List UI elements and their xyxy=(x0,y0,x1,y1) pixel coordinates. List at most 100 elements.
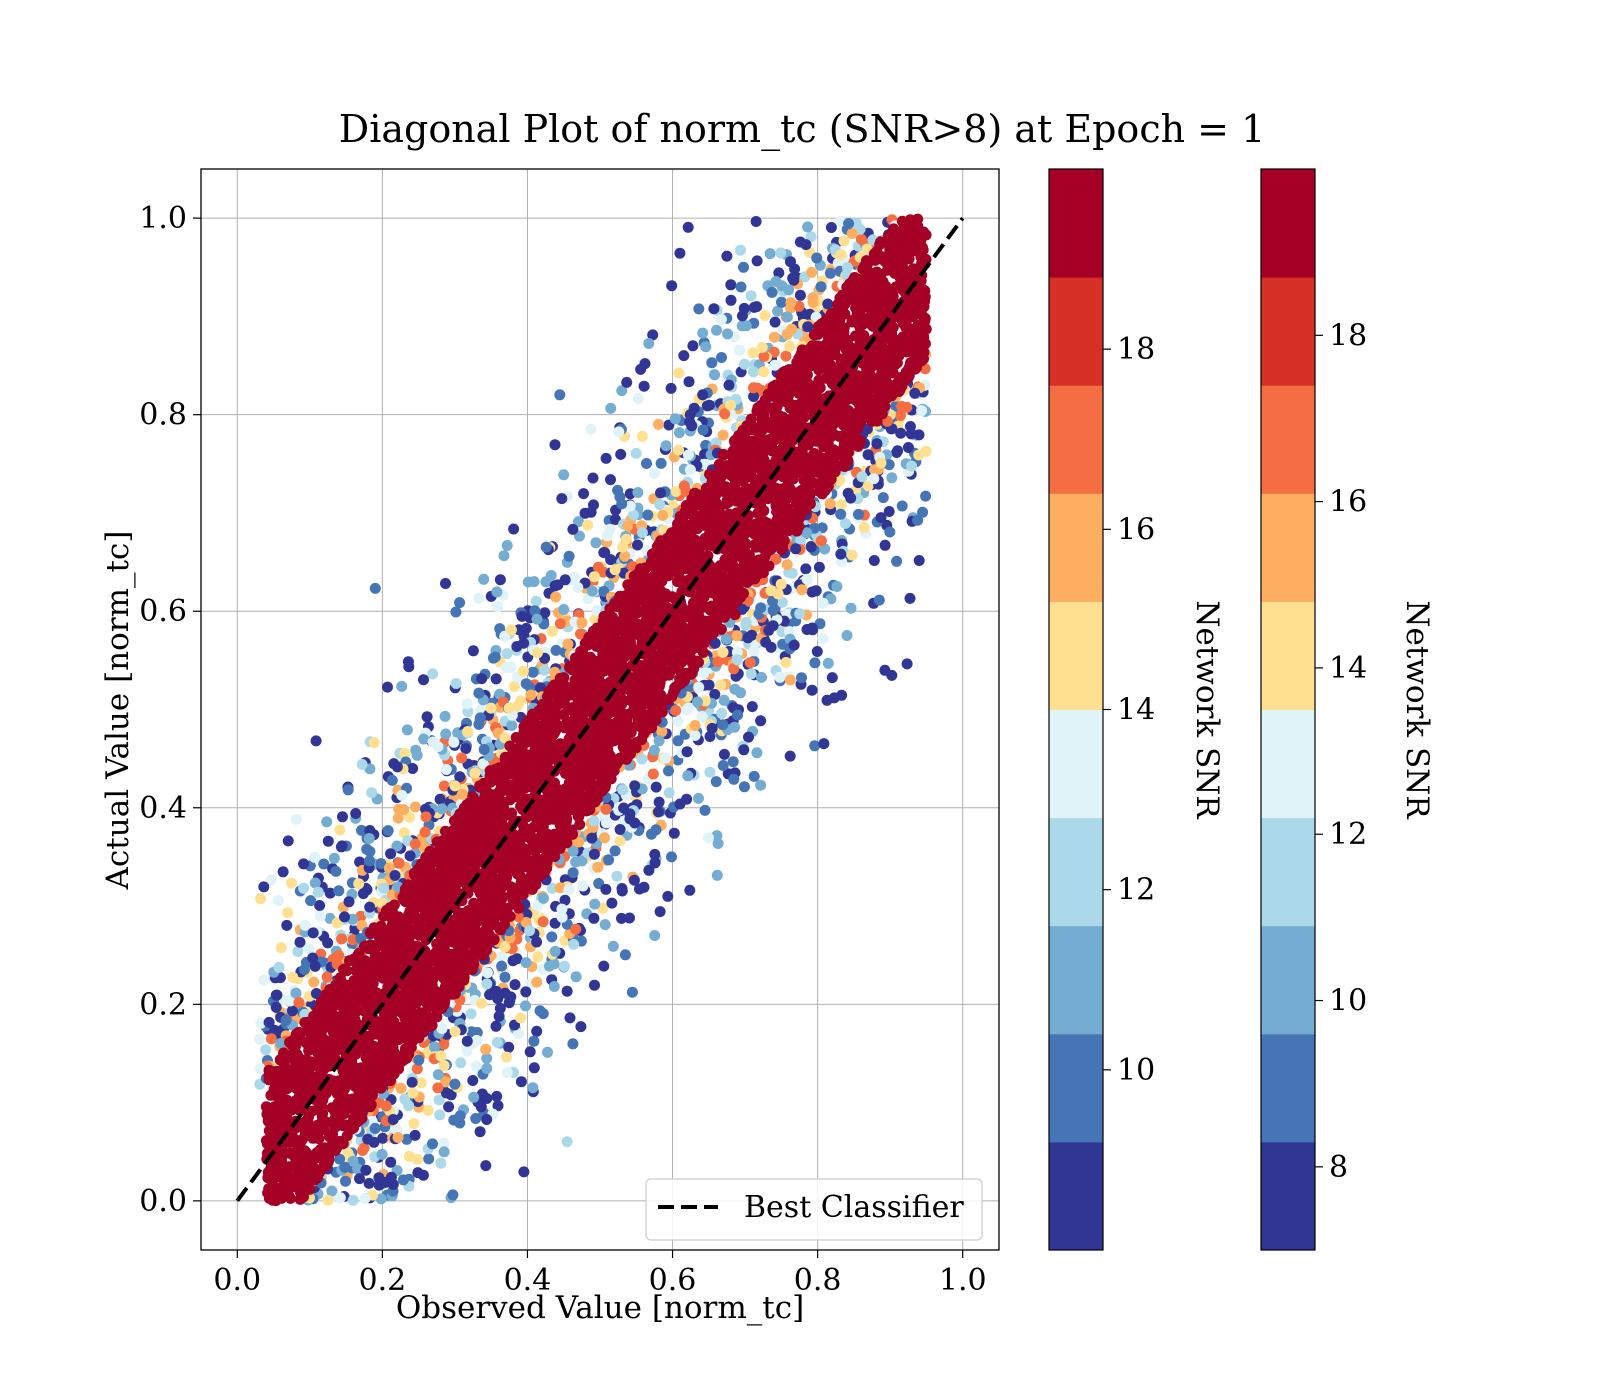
scatter-point xyxy=(686,420,698,432)
scatter-point xyxy=(396,789,408,801)
scatter-point xyxy=(524,1046,536,1058)
scatter-point xyxy=(751,747,763,759)
scatter-point xyxy=(540,541,552,553)
scatter-point xyxy=(913,429,925,441)
scatter-point xyxy=(766,286,778,298)
scatter-point xyxy=(655,487,666,499)
scatter-point xyxy=(570,856,582,868)
scatter-point xyxy=(855,233,867,245)
scatter-point xyxy=(666,851,677,863)
scatter-point xyxy=(336,840,348,852)
scatter-point xyxy=(387,1179,399,1190)
scatter-point xyxy=(755,715,767,727)
scatter-point xyxy=(673,444,685,456)
scatter-point xyxy=(825,222,837,233)
scatter-point xyxy=(822,657,834,669)
scatter-point xyxy=(834,215,846,227)
scatter-point xyxy=(520,1000,531,1012)
scatter-point xyxy=(399,748,411,759)
scatter-point xyxy=(662,890,674,902)
scatter-point xyxy=(432,1082,444,1094)
scatter-point xyxy=(801,573,813,585)
scatter-point xyxy=(448,736,460,748)
scatter-point xyxy=(357,1145,369,1156)
scatter-point xyxy=(331,917,343,929)
scatter-point xyxy=(469,767,481,779)
scatter-point xyxy=(528,1062,540,1074)
scatter-point xyxy=(751,301,763,313)
scatter-point xyxy=(682,702,694,714)
scatter-point xyxy=(538,892,549,904)
scatter-point xyxy=(858,522,870,533)
scatter-point xyxy=(772,305,784,317)
scatter-point xyxy=(549,945,561,957)
scatter-point xyxy=(913,555,925,566)
scatter-point xyxy=(656,726,668,738)
scatter-point xyxy=(636,430,648,442)
scatter-point xyxy=(879,539,891,551)
scatter-point xyxy=(708,303,720,315)
scatter-point xyxy=(709,637,721,649)
scatter-point xyxy=(454,1117,466,1129)
scatter-point xyxy=(639,358,651,370)
scatter-point xyxy=(780,657,792,668)
scatter-point xyxy=(781,559,793,571)
scatter-point xyxy=(475,1101,487,1113)
scatter-point xyxy=(574,530,585,542)
scatter-point xyxy=(773,267,785,279)
scatter-point xyxy=(438,1060,450,1072)
scatter-point xyxy=(647,768,659,780)
scatter-point xyxy=(415,1077,427,1089)
scatter-point xyxy=(527,666,539,678)
scatter-point xyxy=(455,1057,467,1069)
scatter-point xyxy=(487,652,499,664)
scatter-point xyxy=(835,548,847,560)
scatter-point xyxy=(706,722,718,734)
scatter-point xyxy=(756,671,767,683)
scatter-point xyxy=(614,835,626,847)
scatter-point xyxy=(734,344,745,356)
scatter-point xyxy=(386,774,398,786)
scatter-point xyxy=(759,310,771,321)
scatter-point xyxy=(411,1153,423,1165)
scatter-point xyxy=(862,449,874,461)
scatter-point xyxy=(447,1189,459,1201)
scatter-point xyxy=(725,294,737,306)
scatter-point xyxy=(693,792,704,804)
scatter-point xyxy=(411,749,423,761)
scatter-point xyxy=(309,851,321,863)
scatter-point xyxy=(558,469,570,481)
scatter-point xyxy=(689,720,701,731)
scatter-point xyxy=(576,617,588,629)
scatter-point xyxy=(440,1087,452,1099)
scatter-point xyxy=(755,602,767,614)
scatter-point xyxy=(388,758,400,770)
scatter-point xyxy=(800,563,812,575)
scatter-point xyxy=(471,1034,483,1046)
scatter-point xyxy=(784,750,796,762)
scatter-point xyxy=(432,1069,444,1081)
scatter-point xyxy=(440,578,451,589)
scatter-point xyxy=(354,1173,365,1185)
scatter-point xyxy=(697,646,709,658)
scatter-point xyxy=(617,784,629,796)
scatter-point xyxy=(363,1177,375,1189)
scatter-point xyxy=(525,689,537,701)
scatter-point xyxy=(350,808,362,819)
scatter-point xyxy=(467,645,479,657)
scatter-point xyxy=(336,933,348,945)
scatter-point xyxy=(663,787,675,799)
scatter-point xyxy=(307,927,319,939)
scatter-point xyxy=(515,1012,527,1024)
scatter-point xyxy=(499,941,511,953)
scatter-point xyxy=(454,597,466,609)
scatter-point xyxy=(520,986,532,998)
scatter-point xyxy=(434,1109,446,1121)
scatter-point xyxy=(480,1043,492,1055)
scatter-point xyxy=(824,498,836,510)
scatter-point xyxy=(747,366,759,378)
scatter-point xyxy=(822,298,834,310)
scatter-point xyxy=(902,442,914,453)
scatter-point xyxy=(310,988,322,999)
scatter-point xyxy=(559,894,571,906)
